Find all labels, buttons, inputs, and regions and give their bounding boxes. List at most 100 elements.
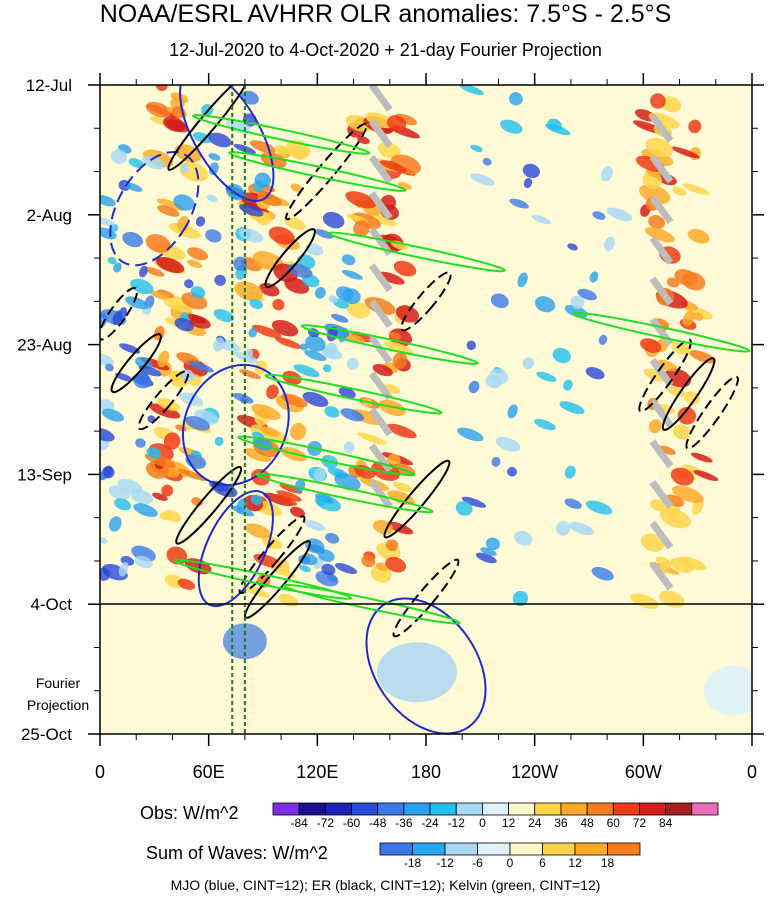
chart-title: NOAA/ESRL AVHRR OLR anomalies: 7.5°S - 2… [99, 0, 672, 28]
warm-anomaly-patch [234, 281, 263, 302]
cool-anomaly-patch [500, 119, 523, 134]
cool-anomaly-patch [101, 408, 125, 422]
cool-anomaly-patch [517, 272, 528, 288]
warm-anomaly-patch [145, 234, 171, 253]
missing-data-stripe [649, 195, 674, 225]
colorbar-swatch [444, 842, 478, 856]
obs-colorbar: -84 -72 -60 -48 -36 -24 -12 0 12 24 36 48 60 72 84 [272, 802, 719, 830]
warm-anomaly-patch [640, 338, 662, 353]
er-contour [238, 515, 306, 595]
cool-anomaly-patch [316, 497, 326, 507]
cool-anomaly-patch [249, 299, 263, 310]
colorbar-swatch [403, 802, 431, 816]
colorbar-tick-label: -6 [472, 856, 483, 870]
warm-anomaly-patch [244, 523, 271, 539]
warm-anomaly-patch [257, 192, 282, 207]
cool-anomaly-patch [324, 406, 340, 418]
cool-anomaly-patch [100, 217, 116, 227]
warm-anomaly-patch [163, 510, 182, 523]
kelvin-contour [264, 373, 443, 415]
colorbar-swatch [534, 802, 562, 816]
cool-anomaly-patch [293, 364, 320, 378]
warm-anomaly-patch [386, 423, 417, 439]
colorbar-tick-label: -36 [395, 816, 413, 830]
cool-anomaly-patch [250, 494, 263, 506]
warm-anomaly-patch [157, 350, 170, 368]
warm-anomaly-patch [346, 301, 370, 319]
warm-anomaly-patch [177, 468, 208, 482]
kelvin-contour [255, 472, 434, 514]
cool-anomaly-patch [603, 236, 615, 252]
warm-anomaly-patch [375, 562, 389, 571]
cool-anomaly-patch [248, 327, 258, 338]
missing-data-stripe [368, 443, 393, 473]
warm-anomaly-patch [272, 298, 285, 311]
cool-anomaly-patch [523, 177, 533, 189]
cool-anomaly-patch [115, 372, 133, 382]
y-tick-label: 2-Aug [27, 206, 72, 225]
y-tick-label: 13-Sep [17, 465, 72, 484]
chart-subtitle: 12-Jul-2020 to 4-Oct-2020 + 21-day Fouri… [169, 40, 602, 60]
colorbar-tick-label: 12 [568, 856, 582, 870]
colorbar-swatch [377, 802, 405, 816]
x-tick-label: 120W [511, 762, 558, 782]
cool-anomaly-patch [606, 207, 633, 222]
warm-anomaly-patch [389, 332, 401, 341]
warm-anomaly-patch [383, 341, 414, 355]
cool-anomaly-patch [231, 505, 255, 517]
cool-anomaly-patch [105, 363, 114, 372]
cool-anomaly-patch [342, 288, 361, 305]
cool-anomaly-patch [470, 144, 483, 153]
cool-anomaly-patch [490, 293, 509, 309]
cool-anomaly-patch [213, 337, 225, 352]
cool-anomaly-patch [112, 310, 123, 326]
missing-data-stripe [649, 480, 674, 509]
cool-anomaly-patch [482, 157, 492, 166]
cool-anomaly-patch [485, 374, 502, 389]
cool-anomaly-patch [317, 549, 335, 562]
mjo-contour [365, 597, 487, 734]
y-tick-label: 23-Aug [17, 336, 72, 355]
cool-anomaly-patch [507, 467, 518, 477]
y-tick-label: 4-Oct [30, 595, 72, 614]
cool-anomaly-patch [107, 256, 117, 265]
warm-anomaly-patch [693, 470, 719, 482]
warm-anomaly-patch [144, 266, 165, 277]
warm-anomaly-patch [145, 101, 172, 118]
colorbar-tick-label: 60 [607, 816, 621, 830]
y-tick-label: 25-Oct [21, 725, 72, 744]
cool-anomaly-patch [195, 216, 206, 227]
olr-anomaly-field [100, 85, 752, 734]
warm-anomaly-patch [648, 419, 662, 434]
missing-data-stripe [368, 479, 393, 509]
cool-anomaly-patch [174, 317, 194, 332]
cool-anomaly-patch [146, 446, 162, 459]
cool-anomaly-patch [138, 265, 148, 278]
warm-anomaly-patch [276, 490, 302, 502]
er-contour [264, 228, 316, 289]
missing-data-stripe [649, 317, 674, 347]
cool-anomaly-patch [208, 153, 221, 161]
warm-anomaly-patch [687, 228, 710, 244]
x-axis: 0 60E 120E 180 120W 60W 0 [95, 73, 757, 782]
er-contour [175, 465, 243, 545]
warm-anomaly-patch [656, 359, 678, 372]
cool-anomaly-patch [598, 334, 608, 345]
cool-anomaly-patch [108, 516, 122, 532]
cool-anomaly-patch [480, 547, 497, 556]
colorbar-swatch [691, 802, 719, 816]
wave-contours [100, 85, 751, 734]
warm-anomaly-patch [682, 183, 710, 196]
colorbar-swatch [607, 842, 641, 856]
kelvin-contour [228, 151, 407, 192]
warm-anomaly-patch [157, 289, 175, 299]
warm-anomaly-patch [677, 407, 697, 425]
cool-anomaly-patch [100, 427, 115, 442]
kelvin-contour [237, 435, 416, 477]
er-contour [400, 271, 452, 332]
warm-anomaly-patch [260, 426, 280, 437]
warm-anomaly-patch [671, 485, 704, 503]
warm-anomaly-patch [392, 481, 413, 493]
warm-anomaly-patch [153, 325, 165, 341]
cool-anomaly-patch [495, 436, 521, 452]
